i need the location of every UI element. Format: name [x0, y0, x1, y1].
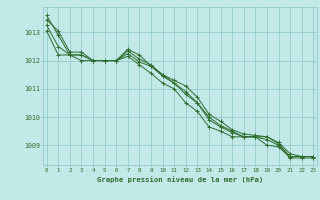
X-axis label: Graphe pression niveau de la mer (hPa): Graphe pression niveau de la mer (hPa) — [97, 176, 263, 183]
